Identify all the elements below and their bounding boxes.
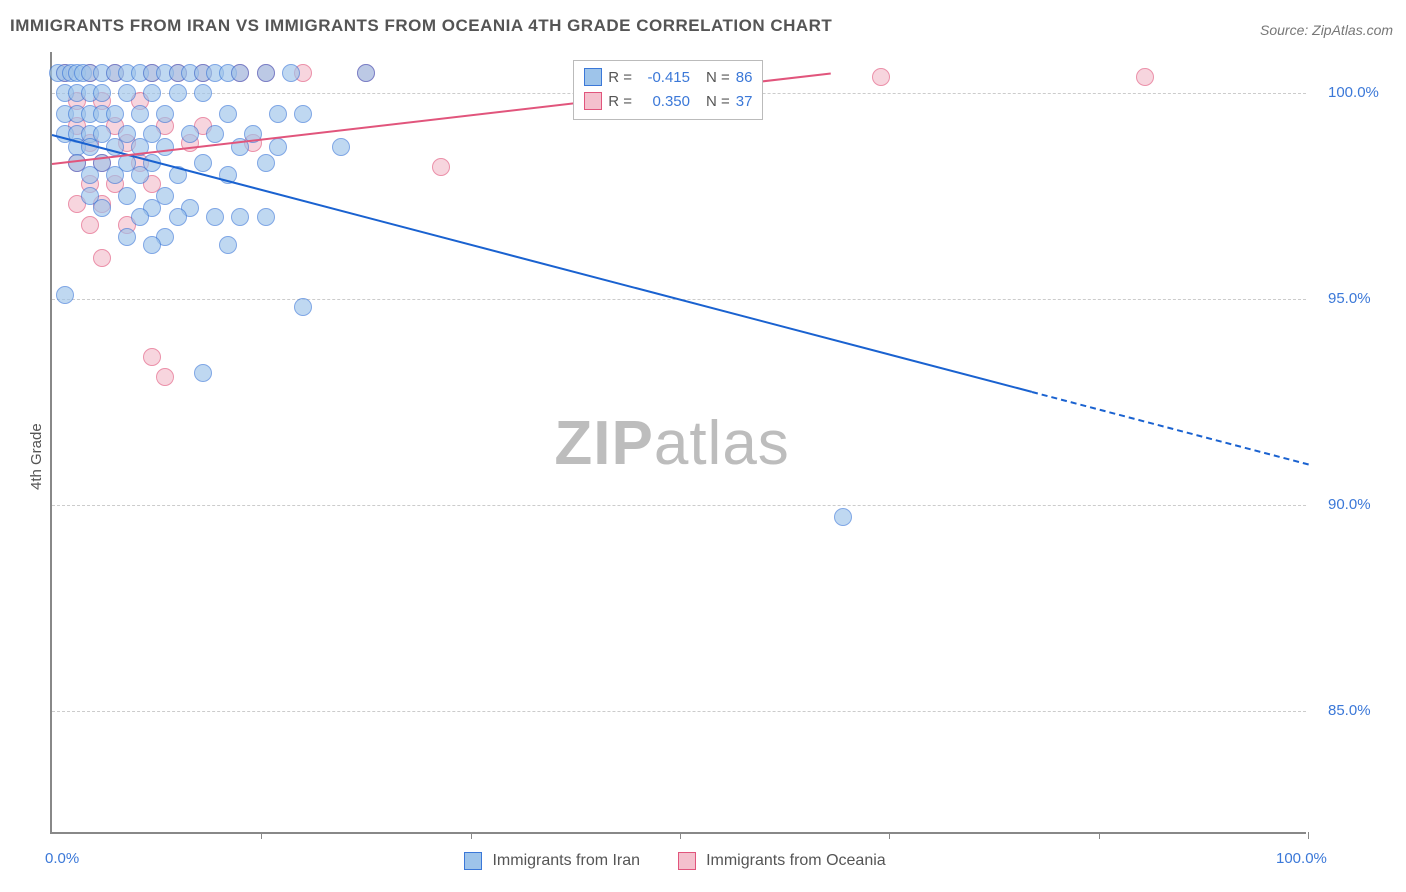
data-point (257, 208, 275, 226)
y-tick-label: 95.0% (1328, 290, 1371, 307)
y-tick-label: 100.0% (1328, 84, 1379, 101)
stats-r-label: R = (608, 93, 632, 110)
data-point (169, 84, 187, 102)
y-axis-label: 4th Grade (28, 423, 45, 490)
data-point (143, 84, 161, 102)
data-point (56, 286, 74, 304)
data-point (194, 364, 212, 382)
data-point (143, 236, 161, 254)
data-point (194, 84, 212, 102)
x-axis-max-label: 100.0% (1276, 850, 1327, 867)
data-point (294, 298, 312, 316)
data-point (257, 64, 275, 82)
data-point (156, 105, 174, 123)
legend-swatch-iran (464, 852, 482, 870)
stats-r-value: -0.415 (638, 69, 690, 86)
legend-label-iran: Immigrants from Iran (492, 852, 640, 870)
stats-n-value: 37 (736, 93, 753, 110)
watermark: ZIPatlas (554, 408, 789, 479)
stats-swatch (584, 68, 602, 86)
data-point (131, 105, 149, 123)
data-point (231, 208, 249, 226)
data-point (118, 228, 136, 246)
source-credit: Source: ZipAtlas.com (1260, 22, 1393, 38)
data-point (219, 236, 237, 254)
data-point (269, 105, 287, 123)
chart-title-text: IMMIGRANTS FROM IRAN VS IMMIGRANTS FROM … (10, 16, 832, 35)
x-tick (1308, 832, 1309, 839)
stats-legend-row: R = 0.350 N = 37 (584, 89, 752, 113)
x-axis-min-label: 0.0% (45, 850, 79, 867)
gridline-h (52, 711, 1306, 712)
data-point (156, 368, 174, 386)
x-tick (471, 832, 472, 839)
stats-n-label: N = (706, 69, 730, 86)
data-point (169, 208, 187, 226)
data-point (206, 208, 224, 226)
stats-r-label: R = (608, 69, 632, 86)
data-point (106, 105, 124, 123)
source-prefix: Source: (1260, 22, 1312, 38)
trend-line (1031, 391, 1308, 465)
data-point (282, 64, 300, 82)
data-point (194, 154, 212, 172)
data-point (432, 158, 450, 176)
x-tick (889, 832, 890, 839)
y-axis-label-text: 4th Grade (28, 423, 45, 490)
trend-line (52, 134, 1032, 393)
legend-swatch-oceania (678, 852, 696, 870)
data-point (143, 348, 161, 366)
data-point (294, 105, 312, 123)
data-point (257, 154, 275, 172)
stats-swatch (584, 92, 602, 110)
x-tick (680, 832, 681, 839)
watermark-zip: ZIP (554, 409, 653, 478)
plot-area: ZIPatlas R = -0.415 N = 86 R = 0.350 N = 37 (50, 52, 1306, 834)
data-point (206, 125, 224, 143)
data-point (118, 187, 136, 205)
stats-n-value: 86 (736, 69, 753, 86)
watermark-rest: atlas (654, 409, 790, 478)
data-point (332, 138, 350, 156)
data-point (81, 216, 99, 234)
legend-label-oceania: Immigrants from Oceania (706, 852, 886, 870)
data-point (93, 249, 111, 267)
data-point (357, 64, 375, 82)
bottom-legend: Immigrants from Iran Immigrants from Oce… (464, 852, 885, 870)
y-tick-label: 90.0% (1328, 496, 1371, 513)
stats-legend-row: R = -0.415 N = 86 (584, 65, 752, 89)
stats-legend: R = -0.415 N = 86 R = 0.350 N = 37 (573, 60, 763, 120)
stats-n-label: N = (706, 93, 730, 110)
x-tick (261, 832, 262, 839)
data-point (131, 208, 149, 226)
data-point (219, 105, 237, 123)
data-point (872, 68, 890, 86)
data-point (93, 199, 111, 217)
chart-title: IMMIGRANTS FROM IRAN VS IMMIGRANTS FROM … (10, 16, 832, 36)
stats-r-value: 0.350 (638, 93, 690, 110)
data-point (156, 138, 174, 156)
data-point (231, 64, 249, 82)
gridline-h (52, 505, 1306, 506)
data-point (834, 508, 852, 526)
data-point (269, 138, 287, 156)
source-name: ZipAtlas.com (1312, 22, 1393, 38)
data-point (1136, 68, 1154, 86)
y-tick-label: 85.0% (1328, 702, 1371, 719)
x-tick (1099, 832, 1100, 839)
